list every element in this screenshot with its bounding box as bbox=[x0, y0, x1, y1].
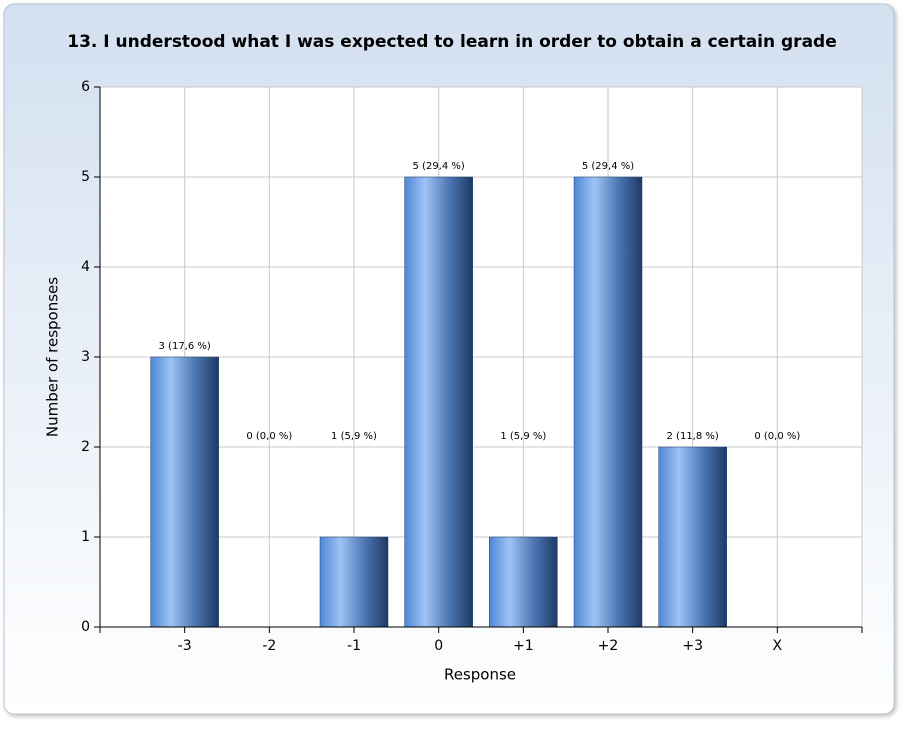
value-label: 5 (29,4 %) bbox=[413, 161, 465, 172]
bar bbox=[489, 536, 558, 628]
y-tick-label: 6 bbox=[81, 79, 90, 95]
value-label: 0 (0,0 %) bbox=[754, 431, 800, 442]
bar bbox=[658, 446, 727, 628]
y-tick-label: 3 bbox=[81, 349, 90, 365]
plot: 0 1 2 3 4 5 6 -3 3 (17,6 %) -2 0 (0,0 %) -1 1 (5,9 %… bbox=[81, 79, 863, 654]
value-label: 1 (5,9 %) bbox=[500, 431, 546, 442]
value-label: 5 (29,4 %) bbox=[582, 161, 634, 172]
y-tick-label: 1 bbox=[81, 529, 90, 545]
y-tick-label: 4 bbox=[81, 259, 90, 275]
x-tick-label: X bbox=[773, 638, 783, 654]
bar bbox=[573, 176, 643, 628]
x-tick-label: +2 bbox=[598, 638, 619, 654]
bar bbox=[150, 356, 219, 628]
x-tick-label: 0 bbox=[434, 638, 443, 654]
x-tick-label: +3 bbox=[682, 638, 703, 654]
bar bbox=[404, 176, 473, 628]
y-tick-label: 5 bbox=[81, 169, 90, 185]
y-tick-label: 2 bbox=[81, 439, 90, 455]
value-label: 3 (17,6 %) bbox=[159, 341, 211, 352]
value-label: 1 (5,9 %) bbox=[331, 431, 377, 442]
y-axis-label: Number of responses bbox=[44, 277, 62, 437]
bar bbox=[319, 536, 389, 628]
y-tick-label: 0 bbox=[81, 619, 90, 635]
value-label: 0 (0,0 %) bbox=[246, 431, 292, 442]
chart-title: 13. I understood what I was expected to … bbox=[67, 32, 837, 52]
x-axis-label: Response bbox=[444, 666, 516, 684]
x-tick-label: +1 bbox=[513, 638, 534, 654]
x-tick-label: -3 bbox=[178, 638, 192, 654]
value-label: 2 (11,8 %) bbox=[667, 431, 719, 442]
x-tick-label: -1 bbox=[347, 638, 361, 654]
x-tick-label: -2 bbox=[262, 638, 276, 654]
